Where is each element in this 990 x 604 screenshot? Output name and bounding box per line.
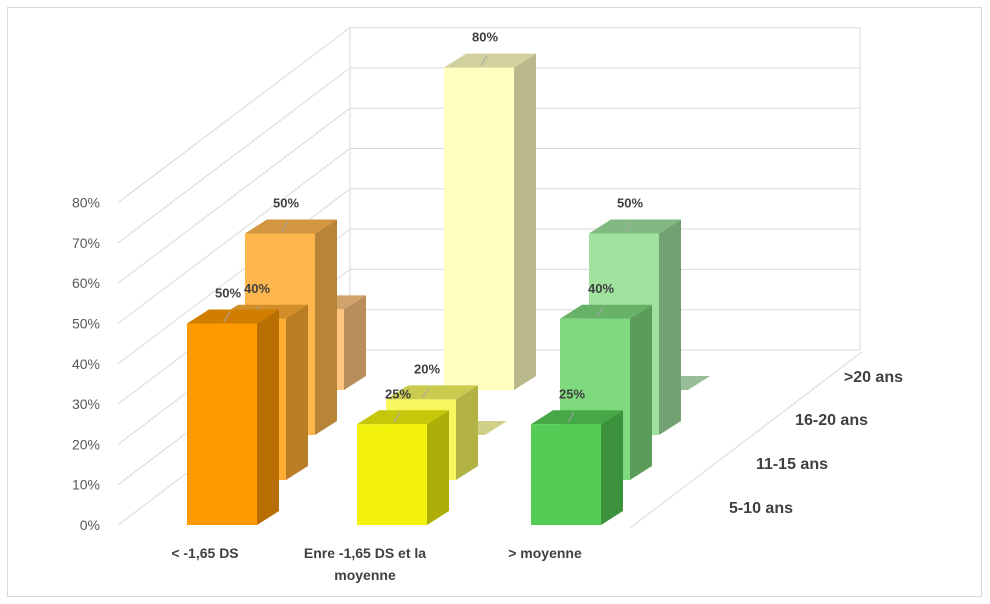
y-tick-label: 70% (72, 235, 100, 251)
y-tick-label: 60% (72, 275, 100, 291)
bar-side (427, 410, 449, 525)
gridline-side (117, 148, 351, 324)
x-category-label: Enre -1,65 DS et la (304, 545, 426, 561)
data-label: 40% (244, 281, 270, 296)
bar-top (531, 410, 623, 425)
bar (531, 424, 601, 525)
x-category-label: > moyenne (508, 545, 582, 561)
bar-top (589, 219, 681, 234)
y-tick-label: 0% (80, 517, 100, 533)
bar-top (245, 219, 337, 234)
bar-side (659, 219, 681, 435)
floor-edge (629, 351, 863, 529)
data-label-leader (223, 311, 231, 322)
data-label: 25% (385, 386, 411, 401)
data-label-leader (625, 221, 633, 232)
gridline-side (117, 188, 351, 365)
bar-top (357, 410, 449, 425)
data-label: 25% (559, 386, 585, 401)
gridline-side (117, 107, 351, 284)
data-label: 50% (273, 196, 299, 211)
y-tick-label: 10% (72, 477, 100, 493)
bar-side (315, 219, 337, 435)
bar-side (257, 309, 279, 525)
series-axis-label: 16-20 ans (795, 412, 868, 429)
series-axis-label: 11-15 ans (756, 456, 828, 473)
data-label: 20% (414, 361, 440, 376)
data-label-leader (480, 55, 488, 66)
data-label: 50% (617, 196, 643, 211)
gridline-side (117, 67, 351, 244)
data-label-leader (567, 411, 575, 423)
series-axis-label: >20 ans (844, 369, 903, 386)
bar-top (386, 385, 478, 400)
data-label-leader (596, 306, 604, 318)
series-axis-label: 5-10 ans (729, 500, 793, 517)
y-tick-label: 20% (72, 436, 100, 452)
bar-side (456, 385, 478, 480)
x-category-label: moyenne (334, 567, 396, 583)
bar (357, 424, 427, 525)
data-label: 80% (472, 30, 498, 45)
bar-top (187, 309, 279, 324)
y-tick-label: 40% (72, 356, 100, 372)
y-tick-label: 30% (72, 396, 100, 412)
bar-side (630, 304, 652, 480)
x-category-label: < -1,65 DS (171, 545, 238, 561)
y-tick-label: 50% (72, 316, 100, 332)
bar (187, 323, 257, 525)
gridline-side (117, 27, 351, 203)
y-tick-label: 80% (72, 195, 100, 211)
data-label-leader (281, 221, 289, 232)
data-label-leader (422, 387, 430, 398)
data-label-leader (393, 411, 401, 423)
bar-side (514, 53, 536, 390)
bar-top (560, 304, 652, 319)
bar-side (601, 410, 623, 525)
bar (444, 67, 514, 390)
bar-top (444, 53, 536, 68)
data-label: 50% (215, 286, 241, 301)
data-label: 40% (588, 281, 614, 296)
bar-side (344, 295, 366, 390)
bar-side (286, 304, 308, 480)
